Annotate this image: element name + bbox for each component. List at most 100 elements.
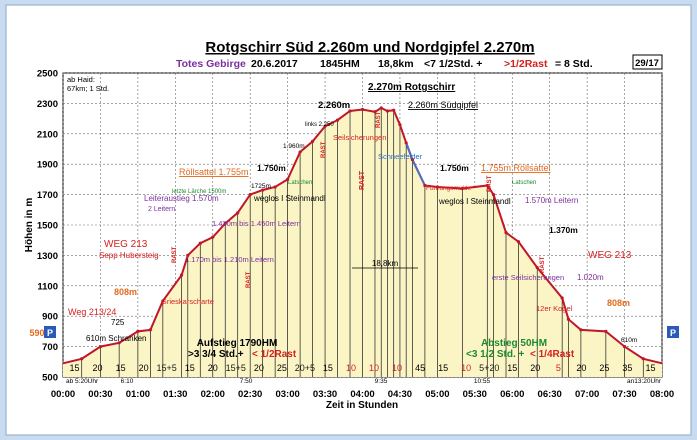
elevation-point bbox=[98, 345, 103, 349]
label-links: links 2.250 bbox=[305, 122, 334, 128]
elevation-point bbox=[186, 253, 190, 257]
x-tick-label: 04:00 bbox=[350, 389, 374, 400]
aufstieg-rest: < 1/2Rast bbox=[252, 349, 297, 360]
x-axis-ticks: 00:00 00:30 01:00 01:30 02:00 02:30 03:00 03:30… bbox=[51, 389, 674, 400]
label-weg-left: Weg 213/24 bbox=[68, 307, 116, 317]
y-tick-label: 1100 bbox=[37, 281, 58, 292]
label-1370: 1.370m bbox=[549, 225, 578, 235]
y-tick-label: 1900 bbox=[37, 160, 58, 171]
y-axis-ticks: 500 700 900 1100 1300 1500 1700 1900 2100 2300 250… bbox=[37, 69, 58, 384]
elevation-point bbox=[136, 329, 140, 333]
x-tick-label: 08:00 bbox=[650, 389, 674, 400]
segment-minute-label: 15 bbox=[323, 363, 333, 373]
segment-minute-label: 20+5 bbox=[295, 363, 315, 373]
segment-minute-label: 25 bbox=[277, 363, 287, 373]
parking-marker-left bbox=[44, 326, 56, 338]
elevation-point bbox=[373, 110, 377, 114]
elevation-point bbox=[641, 357, 645, 361]
y-tick-label: 2100 bbox=[37, 129, 58, 140]
segment-minute-label: 15+5 bbox=[226, 363, 246, 373]
x-tick-label: 06:30 bbox=[538, 389, 562, 400]
elevation-point bbox=[273, 185, 277, 189]
aufstieg-title: Aufstieg 1790HM bbox=[197, 338, 278, 349]
rest-label: >1/2Rast bbox=[504, 58, 548, 70]
elevation-point bbox=[460, 186, 464, 191]
label-fuehrung: Führungsmulde bbox=[426, 185, 472, 192]
elevation-point bbox=[423, 183, 427, 188]
time-note-2: 6:10 bbox=[121, 378, 134, 385]
label-1570-right: 1.570m Leitern bbox=[525, 196, 578, 205]
label-sepp: Sepp Hubersteig bbox=[99, 251, 159, 260]
label-weglos-right: weglos I Steinmandl bbox=[438, 197, 511, 206]
segment-minute-label: 15 bbox=[185, 363, 195, 373]
elevation-point bbox=[335, 118, 340, 122]
time-note-3: 7:50 bbox=[240, 378, 253, 385]
x-tick-label: 01:00 bbox=[126, 389, 150, 400]
elevation-point bbox=[248, 193, 252, 197]
label-1430: 1.430m bis 1.450m Leitern bbox=[212, 219, 301, 228]
x-tick-label: 05:00 bbox=[425, 389, 449, 400]
elevation-point bbox=[298, 150, 302, 154]
label-leitern: 2 Leitern bbox=[148, 206, 175, 213]
label-latschen-2: Latschen bbox=[288, 180, 312, 186]
elevation-point bbox=[348, 109, 352, 113]
label-1020: 1.020m bbox=[577, 273, 604, 282]
segment-minute-label: 10 bbox=[461, 363, 471, 373]
abstieg-duration: <3 1/2 Std. + bbox=[466, 349, 525, 360]
label-610-right: 610m bbox=[621, 337, 637, 344]
abstieg-rest: < 1/4Rast bbox=[530, 349, 575, 360]
elevation-point bbox=[179, 273, 184, 277]
parking-label-left: P bbox=[47, 328, 53, 338]
label-suedgipfel: 2.260m Südgipfel bbox=[408, 100, 478, 110]
segment-minute-label: 5 bbox=[556, 363, 561, 373]
elevation-point bbox=[117, 341, 121, 345]
segment-minute-label: 20 bbox=[93, 363, 103, 373]
region-label: Totes Gebirge bbox=[176, 58, 246, 70]
segment-minute-label: 15 bbox=[438, 363, 448, 373]
y-tick-label: 900 bbox=[42, 312, 58, 323]
parking-label-right: P bbox=[670, 328, 676, 338]
elevation-point bbox=[211, 235, 215, 239]
y-axis-label: Höhen in m bbox=[24, 198, 35, 253]
elevation-point bbox=[148, 328, 152, 332]
segment-minute-label: 25 bbox=[599, 363, 609, 373]
aufstieg-duration: >3 3/4 Std.+ bbox=[188, 349, 244, 360]
label-lasttree: letzte Lärche 1500m bbox=[172, 189, 226, 195]
elevation-point bbox=[261, 188, 265, 192]
label-1960: 1.960m bbox=[283, 143, 305, 150]
elevation-point bbox=[404, 141, 408, 145]
segment-minute-label: 20 bbox=[576, 363, 586, 373]
label-seilsicherungen: Seilsicherungen bbox=[333, 133, 386, 142]
segment-minute-label: 20 bbox=[254, 363, 264, 373]
elevation-point bbox=[516, 240, 521, 244]
label-1750-right: 1.750m bbox=[440, 163, 469, 173]
x-tick-label: 03:00 bbox=[275, 389, 299, 400]
label-leiteraustieg: Leiteraustieg 1.570m bbox=[144, 194, 219, 203]
label-schneefelder: Schneefelder bbox=[378, 152, 423, 161]
elevation-point bbox=[198, 241, 202, 245]
segment-minute-label: 15 bbox=[507, 363, 517, 373]
x-tick-label: 05:30 bbox=[463, 389, 487, 400]
page-number: 29/17 bbox=[635, 58, 659, 69]
info-line-1: ab Haid: bbox=[67, 75, 95, 84]
elevation-point bbox=[286, 177, 290, 181]
label-1725: 1725m bbox=[251, 183, 271, 190]
segment-minute-label: 15 bbox=[116, 363, 126, 373]
label-2270: 2.270m Rotgschirr bbox=[368, 82, 455, 93]
elevation-point bbox=[385, 109, 390, 113]
y-tick-label: 1700 bbox=[37, 190, 58, 201]
segment-minute-label: 15+5 bbox=[157, 363, 177, 373]
elevation-point bbox=[560, 296, 564, 300]
elevation-point bbox=[491, 193, 496, 197]
duration-label: <7 1/2Std. + bbox=[424, 58, 482, 70]
elevation-point bbox=[485, 183, 489, 188]
parking-elevation: 590 bbox=[29, 328, 44, 338]
chart-title: Rotgschirr Süd 2.260m und Nordgipfel 2.2… bbox=[205, 39, 534, 56]
segment-minutes: 15 20 15 20 15+5 15 20 15+5 20 25 20+5 15 10 10 10 45 15… bbox=[70, 363, 656, 373]
elevation-point bbox=[310, 139, 315, 143]
elevation-point bbox=[622, 345, 627, 349]
label-kogel: 12er Kogel bbox=[536, 304, 573, 313]
elevation-point bbox=[223, 221, 227, 226]
label-weg-213-left: WEG 213 bbox=[104, 239, 148, 250]
elevation-point bbox=[435, 185, 439, 189]
